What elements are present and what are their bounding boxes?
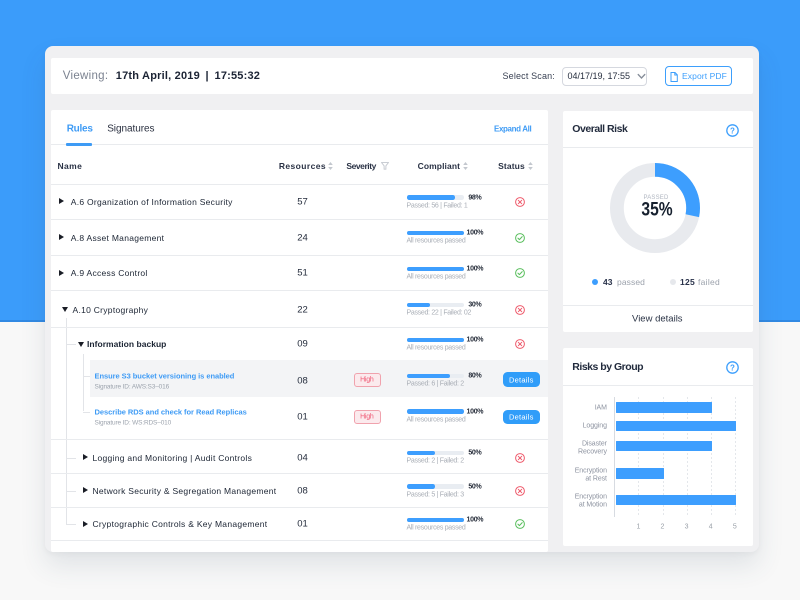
svg-text:?: ? <box>730 363 735 372</box>
svg-text:?: ? <box>730 126 735 135</box>
